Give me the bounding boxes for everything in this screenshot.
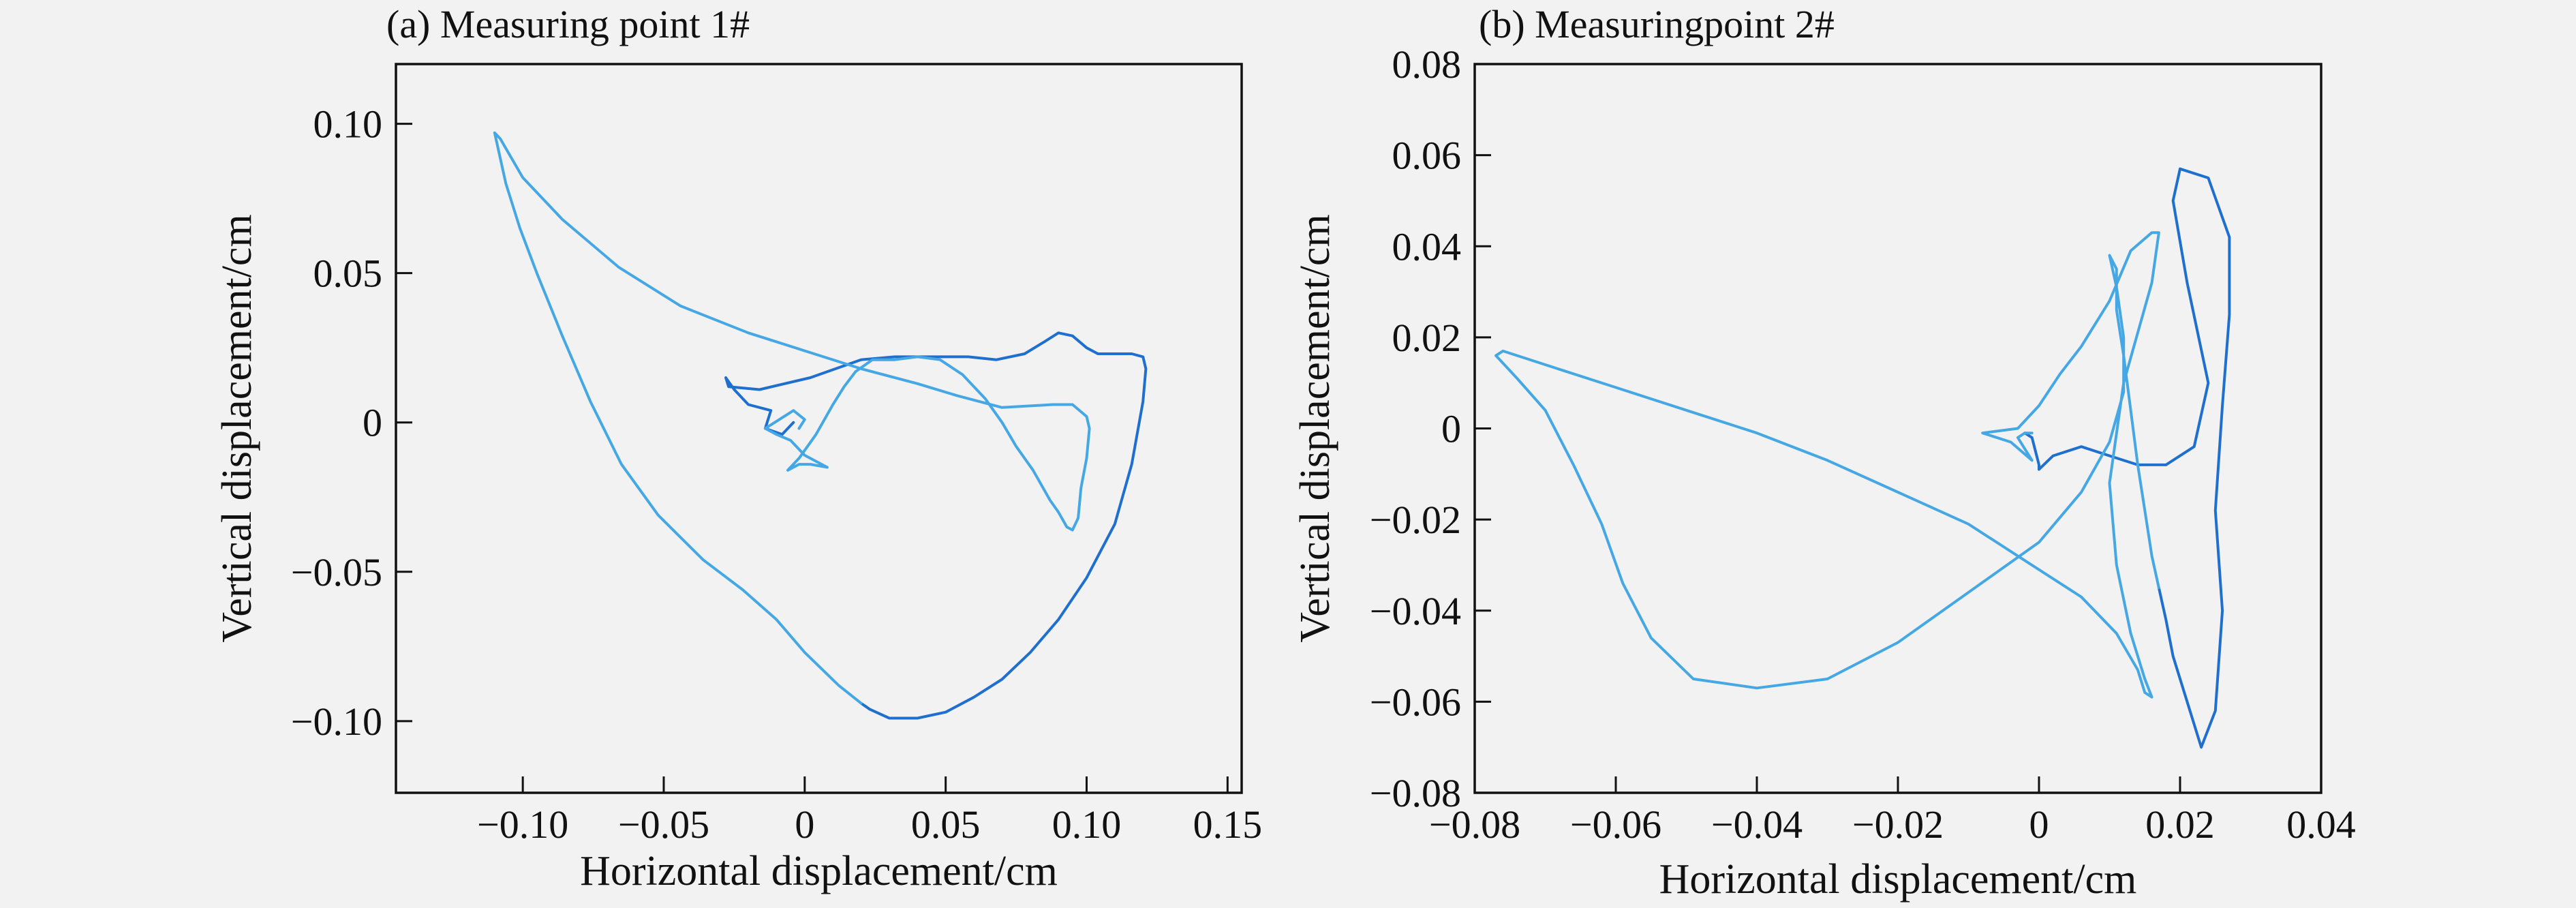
x-axis-label: Horizontal displacement/cm [1659,856,2137,903]
x-axis-label: Horizontal displacement/cm [580,848,1058,894]
x-tick-label: 0 [795,802,814,847]
y-axis-label: Vertical displacement/cm [1292,214,1338,642]
x-tick-label: −0.06 [1570,802,1661,847]
plot-frame [395,63,1243,794]
x-tick-label: 0.10 [1052,802,1122,847]
x-tick-label: −0.08 [1429,802,1520,847]
y-tick-label: −0.05 [291,550,382,594]
trajectory-line-2 [493,131,1091,705]
trajectory-line-2 [1494,231,2160,699]
panel-a: (a) Measuring point 1# −0.10 −0.05 0 0.05 0.1… [214,2,1262,894]
y-tick-label: 0.02 [1392,316,1462,360]
y-tick-label: 0.04 [1392,224,1462,269]
trajectory-line-1 [724,331,1148,720]
y-tick-label: −0.10 [291,699,382,744]
y-tick-label: −0.02 [1370,498,1461,542]
y-tick-label: 0 [363,401,382,445]
y-tick-label: −0.04 [1370,589,1461,633]
y-tick-label: 0.05 [313,252,383,296]
x-tick-label: −0.05 [618,802,709,847]
trajectory-line-1 [2023,167,2231,749]
y-tick-label: 0.08 [1392,42,1462,87]
x-tick-label: −0.10 [477,802,568,847]
chart-title: (b) Measuringpoint 2# [1479,2,1835,46]
x-tick-label: −0.04 [1711,802,1803,847]
y-tick-label: 0.06 [1392,134,1462,178]
x-tick-label: 0 [2029,802,2049,847]
x-tick-label: −0.02 [1852,802,1944,847]
y-tick-label: 0 [1441,407,1461,451]
x-tick-label: 0.05 [911,802,981,847]
chart-title: (a) Measuring point 1# [386,2,750,46]
y-tick-label: 0.10 [313,102,383,147]
y-tick-label: −0.06 [1370,680,1461,724]
y-axis-label: Vertical displacement/cm [214,214,260,642]
x-tick-label: 0.02 [2145,802,2215,847]
x-tick-label: 0.15 [1193,802,1263,847]
x-tick-label: 0.04 [2286,802,2356,847]
y-tick-label: −0.08 [1370,771,1461,815]
panel-b: (b) Measuringpoint 2# −0.08 −0.06 −0.04 −0.0… [1292,2,2356,903]
